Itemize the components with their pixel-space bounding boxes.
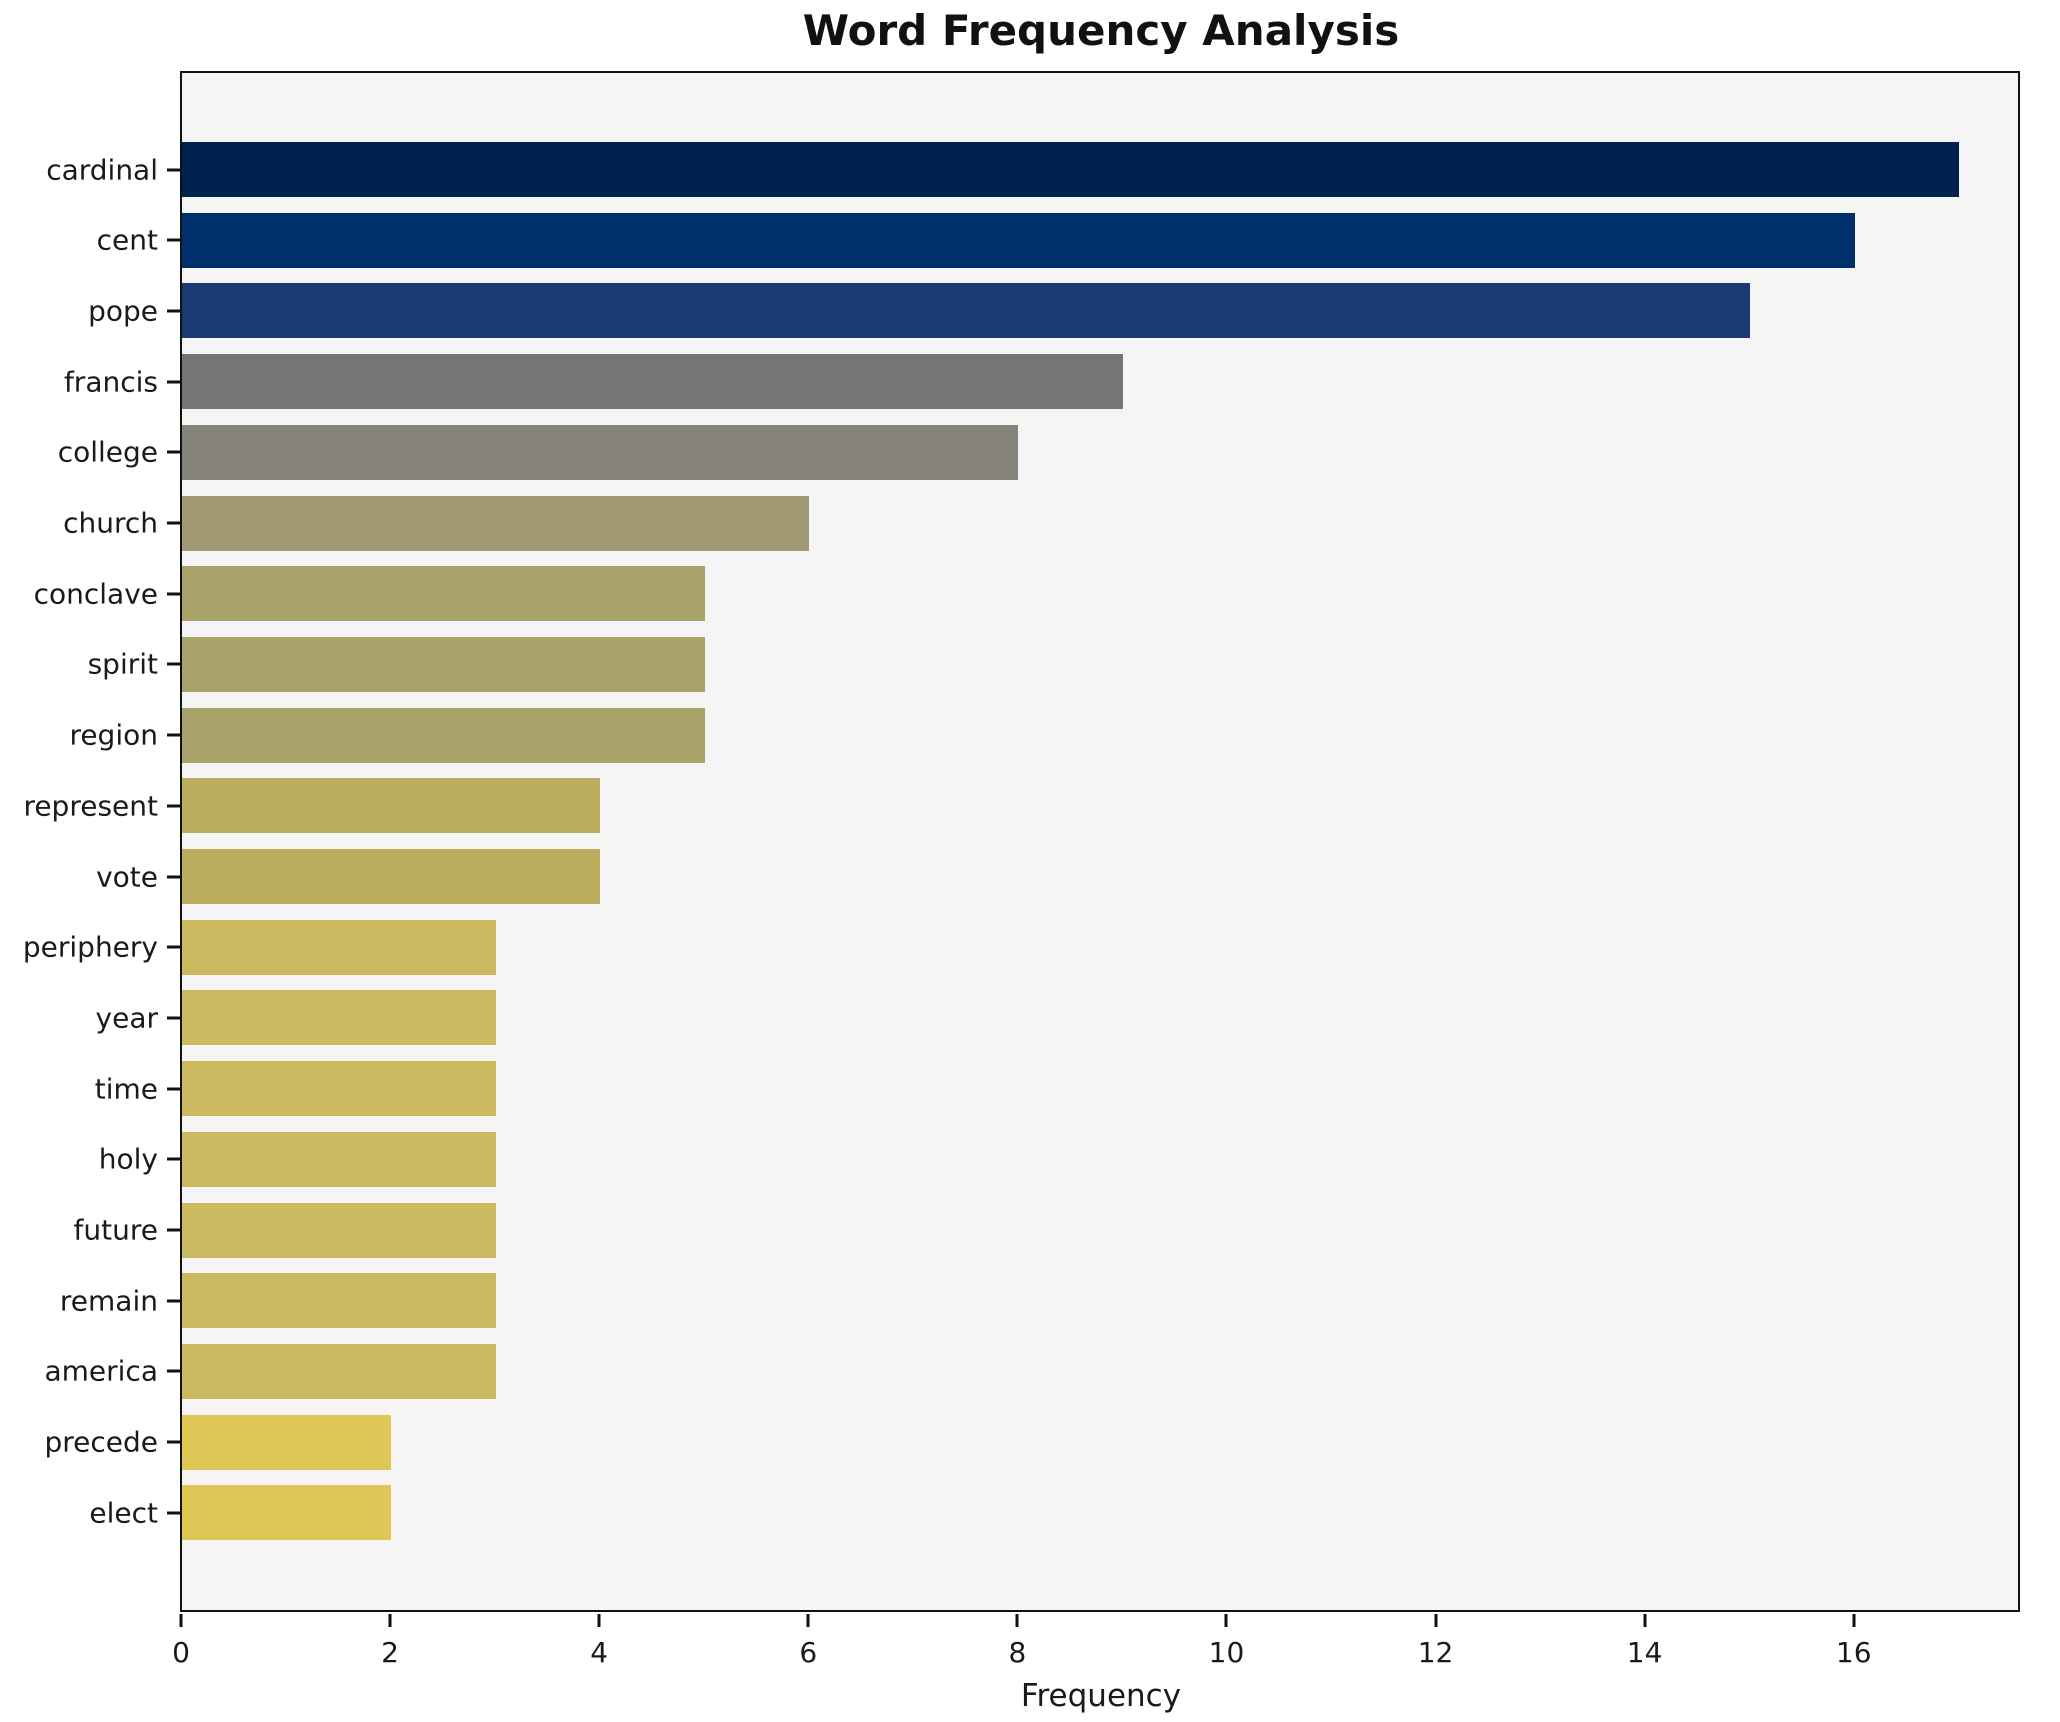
ytick-label-region: region (69, 718, 158, 752)
ytick-label-year: year (95, 1001, 158, 1035)
xtick-label-6: 6 (799, 1636, 818, 1669)
plot-area (180, 71, 2020, 1612)
y-tick-mark-represent (167, 804, 180, 808)
x-tick-mark-4 (597, 1614, 601, 1627)
x-tick-mark-6 (806, 1614, 810, 1627)
bar-time (182, 1061, 496, 1117)
ytick-label-future: future (73, 1213, 158, 1247)
ytick-label-spirit: spirit (87, 647, 158, 681)
bar-conclave (182, 566, 705, 622)
ytick-label-holy: holy (98, 1142, 158, 1176)
xtick-label-16: 16 (1835, 1636, 1872, 1669)
xtick-label-10: 10 (1208, 1636, 1245, 1669)
bar-america (182, 1343, 496, 1399)
y-tick-mark-region (167, 733, 180, 737)
y-tick-mark-college (167, 450, 180, 454)
bar-precede (182, 1414, 392, 1470)
bar-pope (182, 283, 1751, 339)
bar-cent (182, 212, 1855, 268)
ytick-label-precede: precede (44, 1425, 158, 1459)
y-tick-mark-pope (167, 309, 180, 313)
y-tick-mark-cardinal (167, 168, 180, 171)
y-tick-mark-future (167, 1228, 180, 1232)
xtick-label-2: 2 (381, 1636, 399, 1669)
y-tick-mark-holy (167, 1157, 180, 1161)
xtick-label-4: 4 (590, 1636, 609, 1669)
x-tick-mark-10 (1224, 1614, 1228, 1627)
y-tick-mark-periphery (167, 945, 180, 949)
y-tick-mark-precede (167, 1440, 180, 1444)
ytick-label-america: america (44, 1354, 158, 1388)
y-tick-mark-remain (167, 1299, 180, 1303)
x-tick-mark-14 (1643, 1614, 1647, 1627)
bar-periphery (182, 919, 496, 975)
bar-elect (182, 1485, 392, 1541)
x-axis-label: Frequency (1020, 1678, 1182, 1714)
y-tick-mark-cent (167, 238, 180, 242)
ytick-label-church: church (63, 506, 158, 540)
bar-cardinal (182, 142, 1960, 197)
bar-holy (182, 1131, 496, 1187)
x-tick-mark-16 (1852, 1614, 1856, 1627)
bar-future (182, 1202, 496, 1258)
ytick-label-periphery: periphery (22, 930, 158, 964)
ytick-label-vote: vote (96, 860, 158, 893)
y-tick-mark-vote (167, 875, 180, 878)
xtick-label-12: 12 (1417, 1636, 1454, 1669)
ytick-label-elect: elect (89, 1496, 158, 1530)
bar-college (182, 424, 1019, 480)
bar-remain (182, 1273, 496, 1329)
y-tick-mark-spirit (167, 662, 180, 666)
bar-year (182, 990, 496, 1046)
x-tick-mark-0 (179, 1614, 183, 1627)
y-tick-mark-conclave (167, 592, 180, 596)
x-tick-mark-2 (388, 1614, 392, 1627)
xtick-label-8: 8 (1008, 1636, 1027, 1669)
bar-region (182, 707, 705, 763)
bar-francis (182, 354, 1123, 410)
y-tick-mark-time (167, 1087, 180, 1091)
x-tick-mark-12 (1434, 1614, 1438, 1627)
bar-represent (182, 778, 601, 834)
ytick-label-cent: cent (96, 223, 158, 257)
bar-vote (182, 849, 601, 904)
bar-church (182, 495, 810, 551)
ytick-label-college: college (57, 435, 158, 469)
ytick-label-francis: francis (63, 365, 158, 399)
ytick-label-represent: represent (23, 789, 158, 823)
y-tick-mark-elect (167, 1511, 180, 1515)
y-tick-mark-america (167, 1369, 180, 1373)
y-tick-mark-francis (167, 380, 180, 384)
x-tick-mark-8 (1015, 1614, 1019, 1627)
ytick-label-conclave: conclave (33, 577, 158, 611)
xtick-label-0: 0 (172, 1636, 190, 1669)
ytick-label-time: time (94, 1072, 158, 1106)
ytick-label-remain: remain (59, 1284, 158, 1318)
chart-title: Word Frequency Analysis (802, 6, 1400, 55)
ytick-label-pope: pope (88, 294, 158, 328)
ytick-label-cardinal: cardinal (46, 153, 158, 186)
bar-spirit (182, 636, 705, 692)
y-tick-mark-church (167, 521, 180, 525)
xtick-label-14: 14 (1626, 1636, 1663, 1669)
y-tick-mark-year (167, 1016, 180, 1020)
